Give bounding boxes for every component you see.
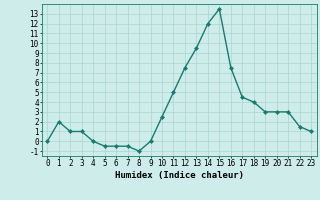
X-axis label: Humidex (Indice chaleur): Humidex (Indice chaleur): [115, 171, 244, 180]
